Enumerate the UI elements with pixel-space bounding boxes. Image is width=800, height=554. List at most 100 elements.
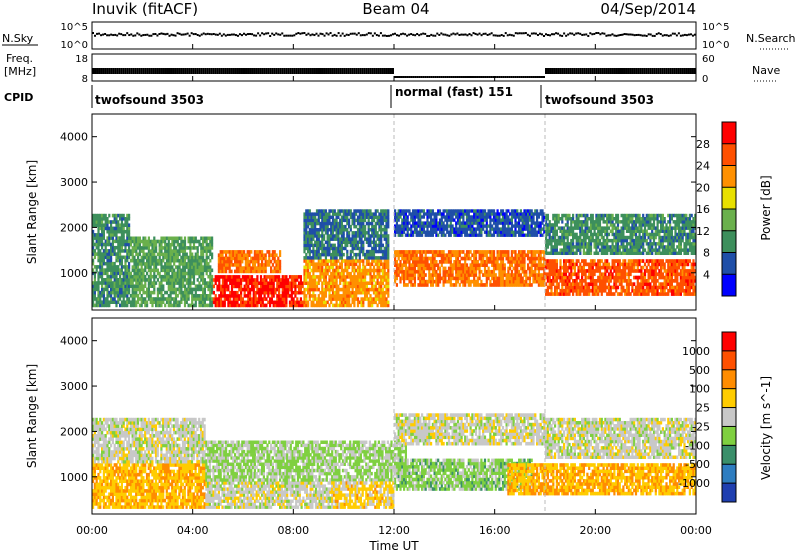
heatmap-cell [283,300,286,305]
heatmap-cell [431,250,434,254]
sky-noise-sample [158,32,161,35]
heatmap-cell [351,300,354,305]
heatmap-cell [312,252,315,257]
heatmap-cell [406,256,409,261]
heatmap-cell [473,209,476,213]
heatmap-cell [218,287,221,292]
heatmap-cell [192,274,196,279]
freq-sample [363,68,366,74]
heatmap-cell [155,246,158,250]
heatmap-cell [117,213,120,218]
heatmap-cell [456,273,460,277]
heatmap-cell [250,278,254,282]
heatmap-cell [119,284,122,288]
heatmap-cell [397,224,400,228]
heatmap-cell [202,281,205,285]
heatmap-cell [362,281,365,285]
freq-sample [361,68,364,74]
heatmap-cell [312,278,315,282]
sky-noise-sample [575,32,578,35]
heatmap-cell [220,297,223,301]
heatmap-cell [303,287,306,292]
heatmap-cell [471,279,474,284]
heatmap-cell [120,284,123,288]
heatmap-cell [397,212,400,216]
freq-sample [389,68,392,74]
heatmap-cell [119,252,122,256]
heatmap-cell [328,212,331,216]
heatmap-cell [254,278,257,282]
heatmap-cell [97,258,100,263]
heatmap-cell [324,252,327,257]
heatmap-cell [340,218,343,223]
heatmap-cell [437,263,440,267]
heatmap-cell [102,300,105,304]
heatmap-cell [464,256,467,261]
freq-sample [232,68,235,74]
heatmap-cell [225,275,228,279]
heatmap-cell [446,230,449,234]
heatmap-cell [326,246,329,251]
heatmap-cell [234,259,237,264]
freq-sample [631,68,634,74]
heatmap-cell [196,297,199,301]
heatmap-cell [387,224,390,229]
sky-noise-sample [555,32,558,35]
heatmap-cell [146,252,149,257]
heatmap-cell [238,284,241,289]
heatmap-cell [369,240,372,244]
heatmap-cell [243,287,246,292]
heatmap-cell [192,258,196,263]
heatmap-cell [156,239,159,244]
heatmap-cell [456,221,460,225]
heatmap-cell [211,255,214,260]
heatmap-cell [110,297,113,301]
heatmap-cell [198,262,201,266]
heatmap-cell [437,253,440,258]
heatmap-cell [200,255,203,260]
heatmap-cell [119,278,122,282]
heatmap-cell [509,263,512,267]
heatmap-cell [205,258,208,263]
heatmap-cell [117,300,120,304]
sky-noise-sample [327,33,330,36]
heatmap-cell [138,258,141,263]
heatmap-cell [128,239,131,244]
sky-noise-sample [257,32,260,35]
heatmap-cell [412,209,415,213]
heatmap-cell [483,273,487,277]
heatmap-cell [489,212,492,216]
heatmap-cell [92,261,95,266]
heatmap-cell [102,258,105,263]
heatmap-cell [395,269,398,274]
heatmap-cell [372,256,376,260]
heatmap-cell [256,300,259,305]
heatmap-cell [387,290,390,295]
freq-sample [464,76,467,78]
heatmap-cell [178,274,181,279]
heatmap-cell [404,253,407,258]
heatmap-cell [173,287,176,292]
sky-noise-sample [683,33,686,36]
heatmap-cell [449,260,452,264]
heatmap-cell [372,243,376,248]
heatmap-cell [385,215,388,219]
heatmap-cell [344,265,347,270]
freq-sample [158,68,161,74]
heatmap-cell [397,263,400,267]
heatmap-cell [133,303,136,308]
heatmap-cell [426,230,429,234]
heatmap-cell [173,297,176,301]
heatmap-cell [482,260,485,264]
heatmap-cell [187,284,190,288]
heatmap-cell [165,290,169,295]
heatmap-cell [438,230,442,234]
heatmap-cell [394,260,397,264]
heatmap-cell [355,262,358,266]
heatmap-cell [230,259,233,264]
heatmap-cell [537,283,540,287]
heatmap-cell [173,268,176,273]
heatmap-cell [348,240,351,244]
heatmap-cell [415,221,418,225]
heatmap-cell [353,231,356,235]
